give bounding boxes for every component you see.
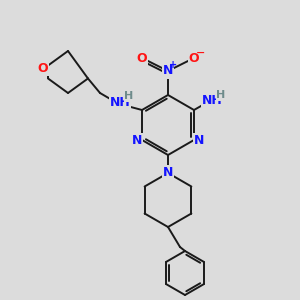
Text: N: N: [194, 134, 204, 146]
Text: O: O: [137, 52, 147, 65]
Text: NH: NH: [110, 95, 130, 109]
Text: +: +: [169, 60, 177, 70]
Text: −: −: [196, 48, 206, 58]
Text: N: N: [163, 166, 173, 178]
Text: NH: NH: [202, 94, 222, 106]
Text: H: H: [216, 90, 226, 100]
Text: H: H: [124, 91, 134, 101]
Text: N: N: [163, 64, 173, 77]
Text: O: O: [38, 62, 48, 75]
Text: N: N: [132, 134, 142, 146]
Text: O: O: [189, 52, 199, 65]
